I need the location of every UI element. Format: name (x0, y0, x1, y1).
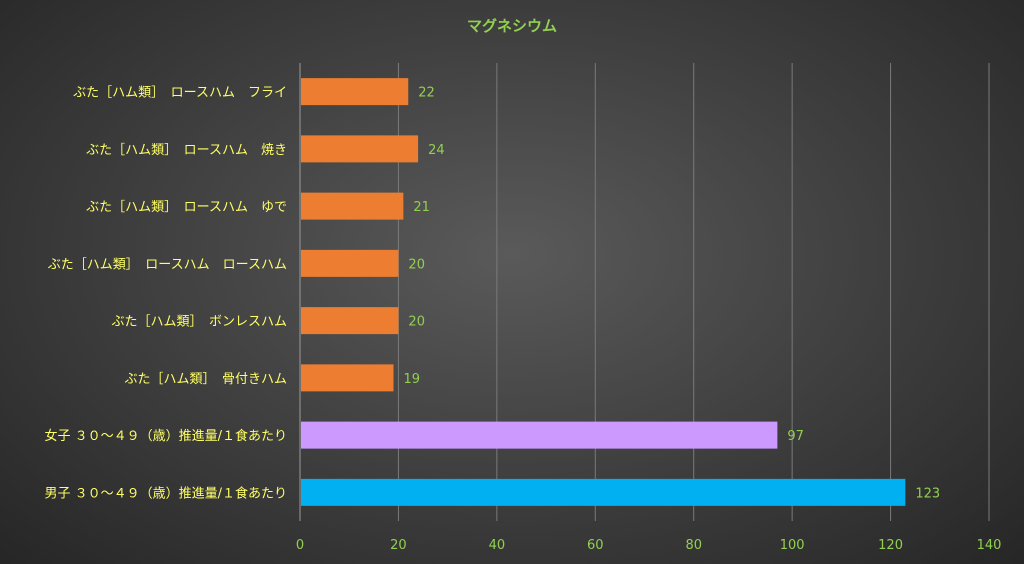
gridlines (299, 63, 990, 521)
data-label: 97 (787, 429, 804, 444)
bar (301, 478, 906, 506)
x-tick-label: 120 (878, 538, 903, 553)
category-label: ぶた［ハム類］ ボンレスハム (111, 315, 287, 330)
category-label: ぶた［ハム類］ 骨付きハム (124, 372, 287, 387)
data-label: 24 (428, 143, 445, 158)
category-label: 男子 ３０～４９（歳）推進量/１食あたり (44, 485, 287, 501)
category-label: ぶた［ハム類］ ロースハム ロースハム (48, 257, 287, 272)
category-label: ぶた［ハム類］ ロースハム ゆで (86, 200, 287, 215)
bar (301, 192, 404, 220)
data-label: 123 (915, 486, 940, 501)
x-tick-label: 140 (977, 538, 1002, 553)
category-label: ぶた［ハム類］ ロースハム フライ (73, 86, 287, 101)
data-label: 21 (413, 200, 430, 215)
bar (301, 307, 399, 335)
bars (301, 78, 906, 506)
x-tick-label: 40 (489, 538, 506, 553)
category-label: ぶた［ハム類］ ロースハム 焼き (86, 143, 287, 158)
bar (301, 78, 409, 106)
x-tick-label: 80 (685, 538, 702, 553)
data-label: 19 (404, 372, 421, 387)
data-label: 20 (408, 257, 425, 272)
data-label: 20 (408, 315, 425, 330)
data-label: 22 (418, 86, 435, 101)
x-tick-label: 100 (780, 538, 805, 553)
category-label: 女子 ３０～４９（歳）推進量/１食あたり (44, 428, 287, 444)
x-tick-label: 0 (296, 538, 304, 553)
bar (301, 135, 419, 163)
bar (301, 249, 399, 277)
x-tick-label: 20 (390, 538, 407, 553)
bar (301, 364, 394, 392)
chart-title: マグネシウム (467, 17, 557, 35)
x-tick-label: 60 (587, 538, 604, 553)
bar (301, 421, 778, 449)
labels: 0 20 40 60 80 100 120 140 ぶた［ハム類］ ロースハム フライ 22 ぶた［… (44, 86, 1001, 553)
